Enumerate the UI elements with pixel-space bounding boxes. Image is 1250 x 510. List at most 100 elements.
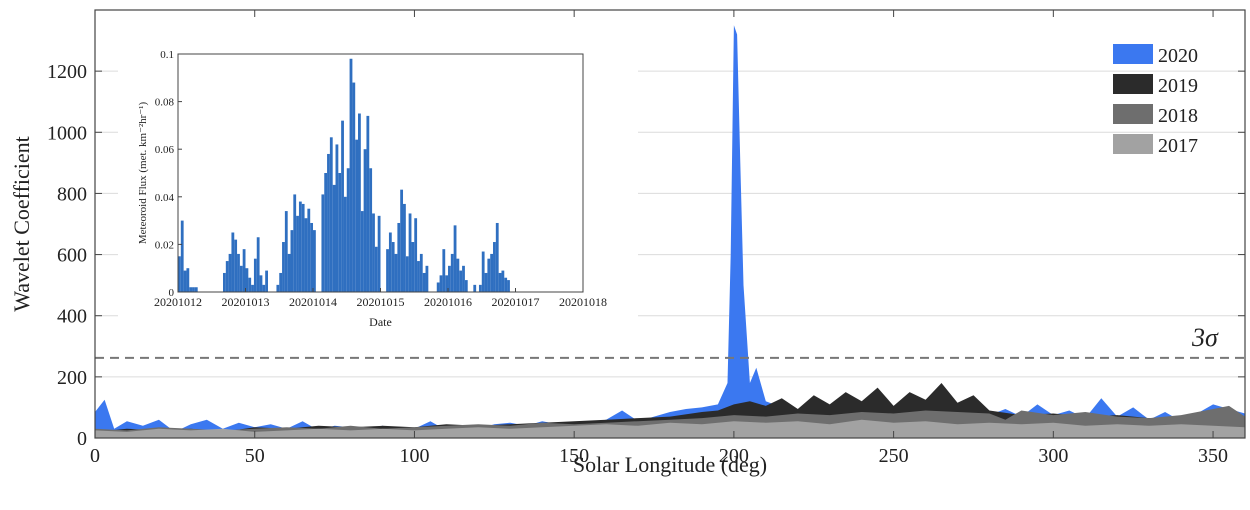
area-series-2017	[95, 419, 1245, 438]
inset-bar	[377, 215, 381, 292]
inset-bar	[332, 184, 336, 292]
inset-bar	[507, 280, 510, 292]
inset-bar	[487, 258, 491, 292]
inset-bar	[411, 242, 415, 292]
inset-bar	[265, 270, 268, 292]
inset-bar	[445, 275, 449, 292]
inset-bar	[234, 239, 238, 292]
inset-x-tick-label: 20201018	[559, 295, 607, 309]
x-tick-label: 250	[879, 445, 909, 467]
inset-bar	[352, 82, 356, 292]
inset-x-tick-label: 20201013	[222, 295, 270, 309]
inset-bar	[462, 265, 465, 292]
inset-bar	[403, 203, 406, 292]
inset-x-tick-label: 20201014	[289, 295, 337, 309]
inset-bar	[439, 275, 443, 292]
y-tick-label: 200	[57, 367, 87, 389]
y-tick-label: 800	[57, 183, 87, 205]
legend-label-2017: 2017	[1158, 135, 1198, 157]
inset-y-tick-label: 0.08	[155, 97, 175, 109]
legend-swatch-2019	[1113, 74, 1153, 94]
inset-bar	[417, 261, 420, 292]
inset-bar	[321, 194, 325, 292]
y-tick-label: 0	[77, 428, 87, 450]
inset-bars	[178, 58, 510, 293]
inset-bar	[493, 242, 496, 292]
main-x-axis: 0 50 100 150 200 250 300 350	[90, 10, 1228, 467]
inset-bar	[484, 272, 488, 292]
inset-bar	[448, 265, 451, 292]
inset-y-tick-label: 0.06	[155, 144, 175, 156]
inset-bar	[290, 230, 294, 292]
inset-chart: 20201012 20201013 20201014 20201015 20201016…	[118, 44, 638, 332]
inset-bar	[253, 258, 257, 292]
main-plot-frame	[94, 9, 1246, 439]
inset-bar	[194, 287, 198, 292]
legend: 2020 2019 2018 2017	[1113, 44, 1198, 157]
main-y-axis-label: Wavelet Coefficient	[9, 136, 34, 312]
inset-bar	[186, 268, 190, 292]
inset-x-tick-label: 20201012	[154, 295, 202, 309]
inset-y-tick-label: 0	[169, 287, 175, 299]
inset-bar	[343, 196, 347, 292]
inset-bar	[231, 232, 235, 292]
inset-bar	[304, 218, 308, 292]
inset-bar	[293, 194, 297, 292]
x-tick-label: 150	[559, 445, 589, 467]
legend-swatch-2017	[1113, 134, 1153, 154]
inset-x-axis: 20201012 20201013 20201014 20201015 20201016…	[154, 288, 607, 309]
x-tick-label: 100	[399, 445, 429, 467]
y-tick-label: 600	[57, 245, 87, 267]
inset-bar	[251, 284, 254, 292]
legend-swatch-2020	[1113, 44, 1153, 64]
inset-bar	[360, 211, 364, 292]
inset-bar	[400, 189, 404, 292]
inset-bar	[225, 261, 229, 292]
inset-bar	[355, 139, 359, 292]
inset-bar	[284, 211, 288, 292]
inset-bar	[490, 253, 494, 292]
inset-bar	[405, 256, 409, 292]
inset-bar	[459, 270, 463, 292]
inset-bar	[276, 284, 280, 292]
inset-bar	[504, 277, 508, 292]
inset-bar	[239, 265, 243, 292]
y-tick-label: 1000	[47, 122, 87, 144]
inset-bar	[256, 237, 260, 292]
inset-bar	[307, 208, 311, 292]
inset-bar	[397, 222, 401, 292]
inset-bar	[498, 272, 502, 292]
inset-x-tick-label: 20201015	[357, 295, 405, 309]
inset-y-axis: 0 0.02 0.04 0.06 0.08 0.1	[155, 49, 182, 299]
inset-bar	[242, 249, 246, 292]
threshold-label: 3σ	[1191, 323, 1219, 352]
legend-label-2018: 2018	[1158, 105, 1198, 127]
inset-bar	[349, 58, 353, 293]
inset-bar	[338, 173, 342, 292]
inset-bar	[298, 201, 302, 292]
inset-y-axis-label: Meteoroid Flux (met. km⁻²hr⁻¹)	[137, 102, 149, 245]
main-y-axis: 0 200 400 600 800 1000 1200	[47, 61, 1245, 450]
inset-bar	[419, 253, 423, 292]
inset-bar	[422, 272, 426, 292]
inset-bar	[453, 225, 457, 292]
inset-bar	[408, 213, 412, 292]
y-tick-label: 400	[57, 306, 87, 328]
legend-swatch-2018	[1113, 104, 1153, 124]
inset-bar	[192, 287, 195, 292]
inset-bar	[282, 242, 285, 292]
inset-x-tick-label: 20201016	[424, 295, 472, 309]
inset-y-tick-label: 0.1	[160, 49, 174, 61]
inset-bar	[183, 270, 187, 292]
inset-bar	[481, 251, 485, 292]
x-tick-label: 0	[90, 445, 100, 467]
inset-bar	[310, 222, 314, 292]
inset-bar	[296, 215, 299, 292]
inset-bar	[259, 275, 263, 292]
inset-bar	[189, 287, 193, 292]
inset-bar	[442, 249, 446, 292]
legend-label-2020: 2020	[1158, 45, 1198, 67]
inset-bar	[313, 230, 316, 292]
